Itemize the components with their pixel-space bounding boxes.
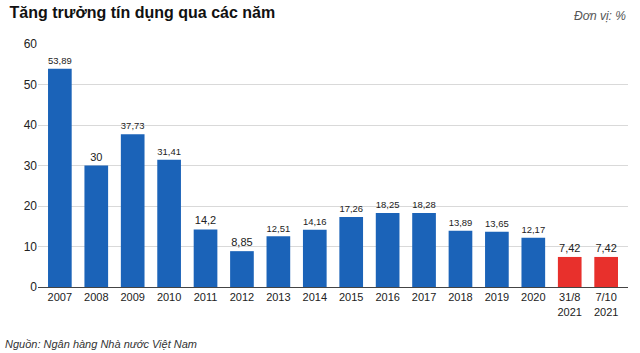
svg-text:18,28: 18,28 [412,199,436,210]
svg-text:2013: 2013 [266,291,290,303]
svg-text:31/82021: 31/82021 [557,291,581,317]
svg-text:20: 20 [24,199,38,213]
svg-text:12,51: 12,51 [267,223,291,234]
svg-text:13,65: 13,65 [485,218,509,229]
svg-text:13,89: 13,89 [449,217,473,228]
svg-text:2016: 2016 [375,291,399,303]
svg-text:7/102021: 7/102021 [594,291,618,317]
svg-text:2020: 2020 [521,291,545,303]
svg-text:2014: 2014 [303,291,327,303]
svg-text:40: 40 [24,118,38,132]
svg-text:50: 50 [24,78,38,92]
svg-text:31,41: 31,41 [157,146,181,157]
svg-text:12,17: 12,17 [521,224,545,235]
svg-text:Đơn vị: %: Đơn vị: % [574,9,626,23]
svg-text:2008: 2008 [84,291,108,303]
svg-text:2019: 2019 [485,291,509,303]
svg-text:2009: 2009 [120,291,144,303]
svg-text:Nguồn: Ngân hàng Nhà nước Việt: Nguồn: Ngân hàng Nhà nước Việt Nam [5,338,197,350]
svg-text:7,42: 7,42 [595,242,616,254]
svg-text:60: 60 [24,37,38,51]
svg-text:17,26: 17,26 [339,203,363,214]
svg-text:30: 30 [24,159,38,173]
svg-text:2010: 2010 [157,291,181,303]
svg-text:2015: 2015 [339,291,363,303]
svg-text:0: 0 [30,280,37,294]
svg-text:2018: 2018 [448,291,472,303]
svg-text:2012: 2012 [230,291,254,303]
svg-text:10: 10 [24,240,38,254]
svg-text:Tăng trưởng tín dụng qua các n: Tăng trưởng tín dụng qua các năm [10,4,276,21]
svg-text:2011: 2011 [194,291,218,303]
svg-text:30: 30 [90,151,102,163]
svg-text:14,2: 14,2 [195,214,216,226]
svg-text:2007: 2007 [48,291,72,303]
svg-text:8,85: 8,85 [231,236,252,248]
svg-text:37,73: 37,73 [121,120,145,131]
svg-text:2017: 2017 [412,291,436,303]
svg-text:18,25: 18,25 [376,199,400,210]
svg-text:7,42: 7,42 [559,242,580,254]
svg-text:14,16: 14,16 [303,216,327,227]
svg-text:53,89: 53,89 [48,55,72,66]
